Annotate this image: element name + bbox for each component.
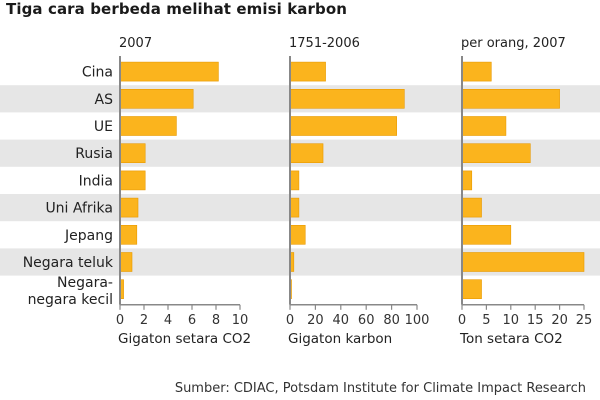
- bar-as: [119, 89, 194, 109]
- bar-rusia: [119, 143, 146, 163]
- bar-ue: [119, 116, 177, 136]
- bar-as: [289, 89, 405, 109]
- x-tick-label: 5: [482, 313, 490, 328]
- bar-jepang: [461, 225, 512, 245]
- panel-2: 1751-2006 0 20 40 60 80 100 Gigaton karbon: [286, 36, 430, 347]
- bar-rusia: [289, 143, 324, 163]
- bar-as: [461, 89, 560, 109]
- category-label: Negara teluk: [23, 255, 114, 271]
- panel-1: 2007 0 2 4 6 8 10 Gigaton setara CO2: [116, 36, 251, 347]
- bar-india: [461, 170, 473, 191]
- bar-india: [119, 170, 146, 191]
- x-axis-label: Ton setara CO2: [459, 331, 563, 347]
- category-label: AS: [95, 92, 114, 108]
- panel-title: per orang, 2007: [461, 36, 566, 51]
- bar-india: [289, 170, 300, 191]
- x-tick-label: 20: [307, 313, 324, 328]
- bar-rusia: [461, 143, 531, 163]
- panel-3: per orang, 2007 0 5 10 15 20 25 Ton setara CO2: [458, 36, 592, 347]
- x-axis-label: Gigaton karbon: [288, 331, 392, 347]
- bar-negara-negara-kecil: [461, 279, 482, 300]
- category-label: Negara-negara kecil: [28, 275, 113, 308]
- x-axis-label: Gigaton setara CO2: [118, 331, 251, 347]
- bar-cina: [461, 61, 492, 82]
- bar-jepang: [289, 225, 306, 245]
- category-label: Rusia: [75, 146, 113, 162]
- category-label: Uni Afrika: [45, 201, 113, 217]
- x-tick-label: 40: [333, 313, 350, 328]
- bar-negara-teluk: [461, 252, 585, 272]
- x-tick-label: 6: [188, 313, 196, 328]
- bar-uni-afrika: [119, 197, 139, 218]
- category-label: Jepang: [64, 228, 113, 244]
- x-tick-label: 100: [405, 313, 430, 328]
- x-tick-label: 0: [458, 313, 466, 328]
- x-tick-label: 0: [286, 313, 294, 328]
- bar-uni-afrika: [289, 197, 300, 218]
- x-tick-label: 80: [383, 313, 400, 328]
- bar-cina: [289, 61, 326, 82]
- category-labels: Cina AS UE Rusia India Uni Afrika Jepang Negara…: [23, 65, 114, 309]
- x-tick-label: 8: [212, 313, 220, 328]
- row-shade: [0, 194, 600, 222]
- bar-uni-afrika: [461, 197, 482, 218]
- x-tick-label: 15: [527, 313, 544, 328]
- bar-negara-teluk: [119, 252, 133, 272]
- bar-ue: [461, 116, 507, 136]
- category-label: India: [79, 173, 113, 189]
- category-label: Cina: [82, 65, 113, 81]
- bar-jepang: [119, 225, 138, 245]
- x-tick-label: 25: [576, 313, 593, 328]
- bar-ue: [289, 116, 397, 136]
- panel-title: 1751-2006: [289, 36, 360, 51]
- chart-title: Tiga cara berbeda melihat emisi karbon: [6, 0, 348, 18]
- x-tick-label: 20: [551, 313, 568, 328]
- x-tick-label: 10: [503, 313, 520, 328]
- x-tick-label: 0: [116, 313, 124, 328]
- bar-cina: [119, 61, 219, 82]
- category-label: UE: [94, 119, 113, 135]
- x-tick-label: 10: [232, 313, 249, 328]
- x-tick-label: 60: [358, 313, 375, 328]
- x-tick-label: 4: [164, 313, 172, 328]
- source-note: Sumber: CDIAC, Potsdam Institute for Cli…: [174, 381, 586, 396]
- x-tick-label: 2: [140, 313, 148, 328]
- panel-title: 2007: [119, 36, 152, 51]
